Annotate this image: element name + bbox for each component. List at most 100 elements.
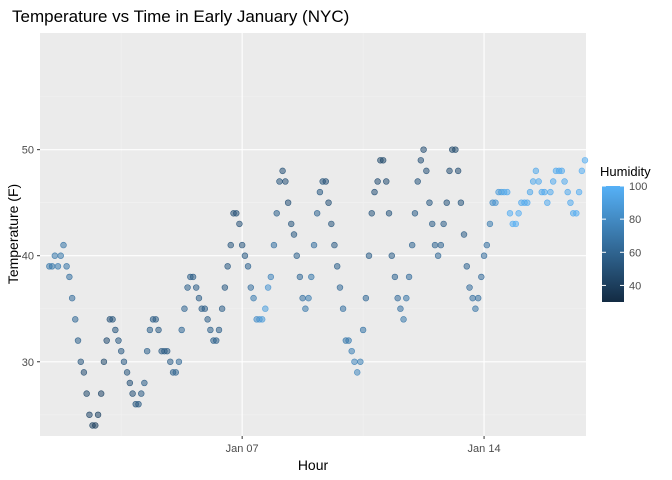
data-point [92, 422, 99, 429]
data-point [474, 294, 482, 302]
data-point [288, 220, 295, 228]
data-point [423, 167, 430, 175]
data-point [558, 167, 566, 175]
data-point [354, 369, 361, 376]
data-point [296, 273, 304, 281]
x-axis-title: Hour [298, 457, 329, 473]
data-point [282, 178, 289, 185]
data-point [322, 178, 329, 185]
data-point [238, 241, 246, 249]
data-point [163, 347, 171, 355]
data-point [305, 294, 312, 302]
data-point [152, 316, 159, 323]
data-point [371, 188, 378, 196]
data-point [192, 284, 200, 291]
data-point [336, 284, 344, 291]
data-point [434, 252, 442, 259]
data-point [379, 157, 387, 164]
data-point [492, 199, 499, 206]
data-point [100, 358, 108, 365]
data-point [411, 210, 419, 217]
data-point [325, 199, 332, 206]
y-axis-title: Temperature (F) [5, 184, 21, 284]
data-point [532, 167, 540, 175]
data-point [472, 305, 479, 312]
data-point [351, 358, 358, 365]
data-point [63, 263, 70, 270]
data-point [440, 220, 447, 228]
data-point [241, 252, 249, 259]
data-point [51, 252, 59, 259]
data-point [118, 347, 125, 355]
data-point [463, 263, 470, 270]
color-legend: Humidity 40 60 80 100 [600, 164, 651, 302]
data-point [181, 305, 188, 312]
data-point [236, 220, 243, 228]
data-point [57, 252, 64, 259]
data-point [120, 358, 128, 365]
data-point [138, 390, 145, 397]
legend-tick-label: 40 [629, 280, 641, 292]
data-point [264, 284, 272, 291]
data-point [172, 369, 180, 376]
data-point [437, 241, 445, 249]
data-point [328, 220, 335, 228]
data-point [486, 220, 494, 228]
data-point [431, 241, 439, 249]
data-point [362, 294, 370, 302]
data-point [279, 167, 286, 175]
data-point [544, 199, 551, 206]
data-point [512, 220, 520, 228]
data-point [80, 369, 88, 376]
data-point [504, 188, 511, 196]
data-point [524, 199, 531, 206]
data-point [420, 146, 427, 153]
data-point [541, 188, 548, 196]
data-point [262, 305, 269, 312]
data-point [244, 263, 252, 270]
data-point [60, 241, 67, 249]
data-point [201, 305, 209, 312]
data-point [270, 241, 278, 249]
data-point [293, 252, 300, 259]
legend-ticks: 40 60 80 100 [602, 181, 647, 292]
data-point [483, 241, 491, 249]
data-point [83, 390, 90, 397]
data-point [405, 273, 413, 281]
data-point [394, 294, 401, 302]
data-point [357, 358, 364, 365]
data-point [221, 284, 229, 291]
data-point [308, 273, 315, 281]
chart-title: Temperature vs Time in Early January (NY… [12, 7, 349, 26]
data-point [175, 358, 183, 365]
data-point [414, 178, 421, 185]
data-point [359, 326, 367, 334]
data-point [126, 379, 134, 387]
y-tick-label: 40 [22, 251, 34, 263]
data-point [259, 316, 266, 323]
data-point [97, 390, 105, 397]
data-point [506, 210, 514, 217]
data-point [466, 284, 473, 291]
data-point [195, 294, 203, 302]
data-point [94, 411, 102, 418]
data-point [207, 326, 214, 334]
data-point [109, 316, 116, 323]
data-point [529, 178, 537, 185]
data-point [561, 178, 568, 185]
data-point [400, 316, 407, 323]
data-point [227, 241, 234, 249]
data-point [426, 199, 433, 206]
data-point [567, 199, 574, 206]
data-point [408, 241, 416, 249]
data-point [313, 210, 321, 217]
data-point [204, 316, 211, 323]
grid-lines [40, 33, 586, 436]
plot-panel [40, 33, 586, 436]
legend-tick-label: 60 [629, 247, 641, 259]
data-point [348, 347, 355, 355]
data-point [155, 326, 162, 334]
data-point [218, 305, 226, 312]
data-point [397, 305, 404, 312]
data-point [310, 241, 318, 249]
